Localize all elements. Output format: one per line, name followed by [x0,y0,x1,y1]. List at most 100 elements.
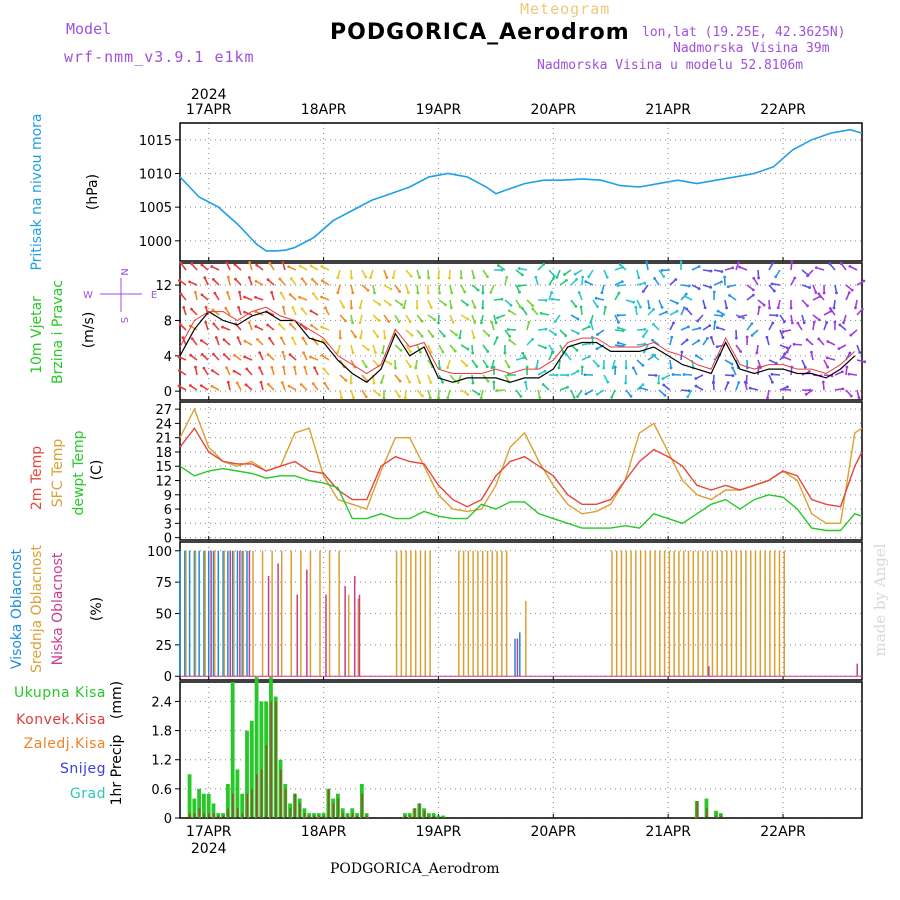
wind-arrowhead [429,350,433,354]
wind-arrowhead [806,274,809,278]
wind-arrowhead [645,260,649,264]
wind-arrowhead [564,334,568,338]
wind-arrowhead [232,369,236,373]
wind-arrowhead [254,325,258,328]
wind-arrowhead [555,276,559,279]
wind-arrowhead [712,380,715,384]
wind-arrowhead [577,291,581,294]
wind-arrowhead [475,365,479,368]
wind-arrowhead [320,279,324,282]
wind-arrowhead [641,335,645,338]
wind-arrowhead [383,336,387,340]
wind-arrowhead [828,262,832,266]
wind-arrowhead [388,303,392,307]
wind-arrowhead [243,339,247,343]
wind-arrowhead [446,366,449,369]
wind-arrowhead [774,275,778,279]
wind-arrowhead [842,321,845,325]
wind-arrowhead [503,351,507,355]
wind-arrowhead [743,380,747,384]
wind-arrowhead [845,365,849,369]
wind-arrowhead [832,306,836,310]
wind-arrowhead [731,266,735,270]
wind-arrowhead [465,364,469,368]
wind-arrowhead [398,395,401,399]
wind-arrowhead [774,361,778,365]
wind-arrowhead [541,383,545,386]
wind-arrowhead [212,352,215,356]
wind-arrowhead [848,264,852,268]
y-tick-label: 0 [164,670,172,685]
wind-arrowhead [293,365,296,369]
wind-arrowhead [584,280,588,284]
wind-arrowhead [381,351,385,355]
wind-arrowhead [486,350,490,353]
wind-arrowhead [611,366,615,370]
wind-arrowhead [739,350,743,353]
wind-arrowhead [190,262,194,266]
wind-arrowhead [320,295,323,299]
wind-arrowhead [291,306,295,310]
precip-legend-entry: Grad [70,786,106,802]
wind-arrowhead [757,305,761,309]
wind-arrowhead [730,362,734,366]
y-tick-label: 1005 [139,201,172,216]
wind-arrowhead [782,355,785,359]
wind-arrowhead [378,303,382,306]
wind-arrowhead [481,291,485,295]
y-tick-label: 3 [164,517,172,532]
wind-arrowhead [728,293,731,297]
bar-total-precip [240,793,245,818]
wind-arrowhead [210,369,214,372]
wind-arrowhead [543,369,547,373]
wind-arrowhead [713,320,717,324]
y-tick-label: 75 [155,576,172,591]
wind-arrowhead [344,379,348,382]
wind-arrowhead [576,331,580,335]
wind-arrowhead [781,330,785,333]
bar-total-precip [225,784,230,818]
series-bar-mid-cloud [185,550,785,677]
temp2m-axis-title: 2m Temp [29,446,45,510]
wind-arrowhead [194,365,197,369]
wind-arrowhead [600,291,604,295]
wind-arrowhead [505,275,509,279]
wind-arrowhead [309,309,313,313]
wind-arrowhead [683,294,687,298]
wind-arrowhead [647,306,651,310]
wind-arrowhead [594,296,598,300]
bar-convective-precip [198,808,201,818]
bar-total-precip [230,682,235,818]
wind-axis-unit: (m/s) [81,312,97,349]
wind-arrowhead [687,284,691,288]
wind-arrowhead [177,369,181,372]
model-elevation-label: Nadmorska Visina u modelu 52.8106m [537,58,804,73]
wind-arrowhead [638,386,642,390]
wind-arrowhead [576,369,580,373]
wind-arrowhead [555,373,559,377]
wind-arrowhead [309,355,312,359]
wind-arrowhead [841,387,845,391]
wind-arrowhead [674,278,678,281]
wind-arrowhead [657,381,660,385]
wind-arrowhead [245,367,249,371]
wind-arrowhead [212,322,216,326]
wind-arrowhead [771,321,775,325]
wind-axis-title-2: Brzina i Pravac [50,280,66,384]
wind-arrowhead [179,262,183,265]
wind-arrowhead [243,310,246,314]
wind-arrowhead [726,285,730,289]
bar-convective-precip [265,745,268,818]
wind-arrowhead [214,336,218,339]
wind-arrowhead [438,291,441,295]
wind-arrowhead [444,303,447,307]
bar-convective-precip [212,813,215,818]
bar-convective-precip [299,803,301,818]
wind-arrowhead [234,277,237,281]
wind-arrowhead [418,381,422,384]
wind-arrowhead [807,370,811,374]
date-label-bottom: 22APR [760,824,806,840]
wind-arrowhead [553,320,557,323]
temp-axis-unit: (C) [89,460,105,481]
wind-arrowhead [298,264,302,268]
